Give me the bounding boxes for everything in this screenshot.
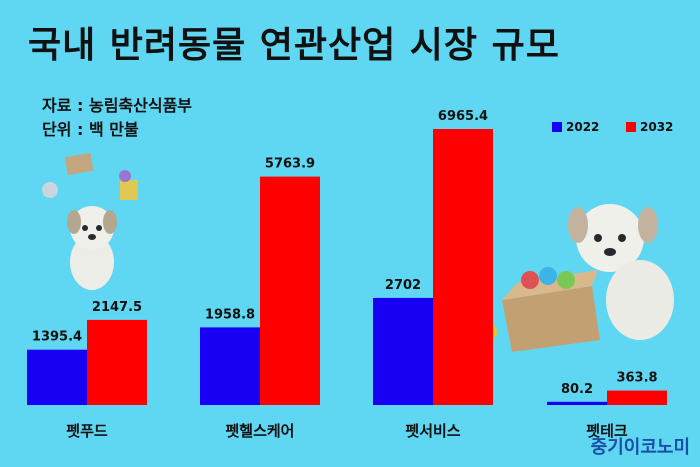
legend-swatch-2032: [626, 122, 636, 132]
legend: 2022 2032: [552, 120, 673, 134]
value-label-2032-1: 5763.9: [265, 157, 315, 172]
bar-2022-2: [373, 297, 433, 405]
category-label-3: 펫테크: [586, 422, 628, 440]
value-label-2022-2: 2702: [385, 278, 421, 293]
dog-with-box-illustration: [479, 204, 674, 352]
value-label-2032-3: 363.8: [616, 371, 657, 386]
value-labels-layer: 1395.4 2147.5 1958.8 5763.9 2702 6965.4 80.2 36…: [32, 109, 658, 397]
source-label: 자료 : 농림축산식품부: [42, 96, 193, 115]
category-label-0: 펫푸드: [66, 422, 108, 440]
bar-2032-3: [607, 390, 667, 405]
bar-2032-2: [433, 129, 493, 405]
category-label-2: 펫서비스: [405, 422, 460, 440]
value-label-2032-0: 2147.5: [92, 300, 142, 315]
value-label-2022-1: 1958.8: [205, 307, 255, 322]
value-label-2032-2: 6965.4: [438, 109, 488, 124]
bar-2022-0: [27, 349, 87, 405]
bar-2032-0: [87, 319, 147, 405]
value-label-2022-0: 1395.4: [32, 330, 82, 345]
page-title: 국내 반려동물 연관산업 시장 규모: [28, 25, 560, 66]
category-label-1: 펫헬스케어: [225, 422, 294, 440]
legend-label-2022: 2022: [566, 120, 599, 134]
bar-2022-1: [200, 327, 260, 405]
legend-swatch-2022: [552, 122, 562, 132]
bar-2022-3: [547, 401, 607, 405]
unit-label: 단위 : 백 만불: [42, 120, 139, 139]
brand-logo-text: 중기이코노미: [590, 437, 690, 458]
bar-2032-1: [260, 176, 320, 405]
value-label-2022-3: 80.2: [561, 382, 593, 397]
category-labels-layer: 펫푸드 펫헬스케어 펫서비스 펫테크: [66, 422, 628, 440]
bars-layer: [27, 129, 667, 405]
dog-illustration-left: [42, 152, 138, 290]
legend-label-2032: 2032: [640, 120, 673, 134]
